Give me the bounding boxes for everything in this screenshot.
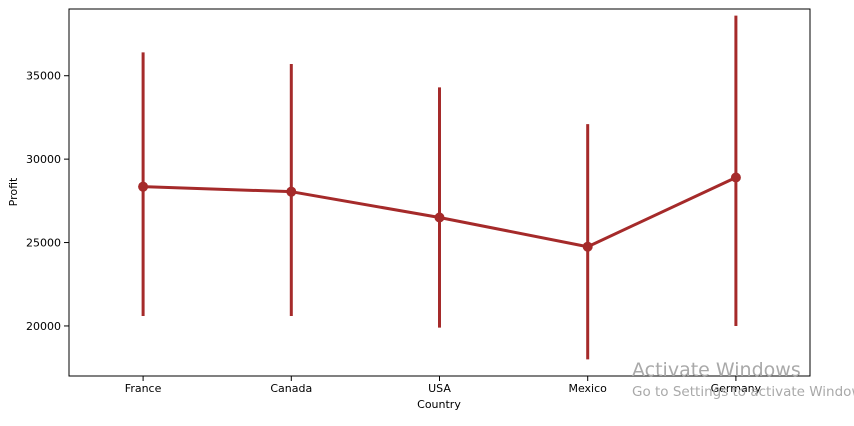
y-tick-label: 25000	[26, 237, 61, 250]
x-tick-label: France	[125, 382, 162, 395]
point-canada	[286, 186, 297, 197]
point-mexico	[582, 241, 593, 252]
y-tick-label: 20000	[26, 320, 61, 333]
x-axis: France Canada USA Mexico Germany	[125, 376, 762, 395]
data-points	[138, 172, 741, 252]
x-tick-label: Mexico	[568, 382, 607, 395]
point-germany	[730, 172, 741, 183]
y-axis-title: Profit	[7, 177, 20, 206]
activate-windows-title: Activate Windows	[632, 359, 801, 381]
y-axis: 20000 25000 30000 35000	[26, 70, 69, 333]
y-tick-label: 30000	[26, 153, 61, 166]
point-usa	[434, 212, 445, 223]
x-tick-label: Canada	[270, 382, 312, 395]
x-tick-label: USA	[428, 382, 451, 395]
x-axis-title: Country	[417, 398, 461, 411]
x-tick-label: Germany	[711, 382, 762, 395]
point-france	[138, 181, 149, 192]
error-bars	[141, 15, 738, 360]
activate-windows-subtitle: Go to Settings to activate Windows.	[632, 384, 854, 400]
y-tick-label: 35000	[26, 70, 61, 83]
